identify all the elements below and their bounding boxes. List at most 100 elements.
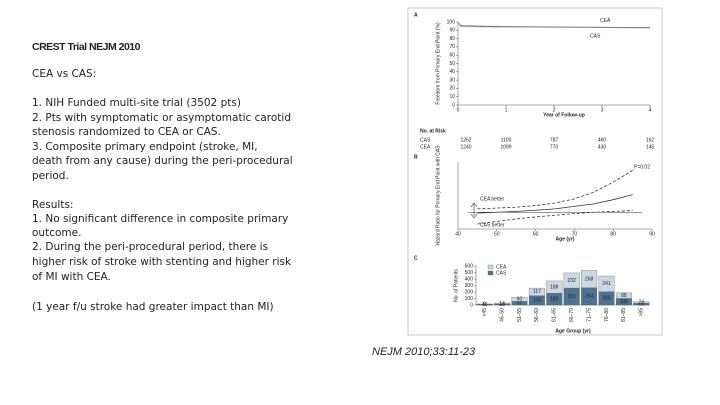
value-label: 28 [639,301,645,307]
y-tick-label: 60 [449,53,455,59]
value-label: 57 [517,300,523,306]
slide-line: period. [32,170,69,182]
bar-segment [528,287,545,296]
x-axis-label: Age Group (yr) [555,328,591,334]
series-label: CAS [590,33,601,39]
series-line [477,170,633,210]
x-tick-label: 71–75 [586,308,592,322]
x-tick-label: 51–55 [517,308,523,322]
y-tick-label: 100 [447,19,456,25]
risk-row-name: CAS [420,137,431,143]
y-tick-label: 0 [452,102,455,108]
y-tick-label: 90 [449,28,455,34]
x-tick-label: 56–60 [534,308,540,322]
y-tick-label: 10 [449,94,455,100]
y-tick-label: 0 [470,302,473,308]
slide-line: outcome. [32,227,81,239]
x-tick-label: 2 [553,107,556,113]
annotation: CAS better [480,222,505,228]
slide-line: Results: [32,199,73,211]
series-label: CEA [600,18,611,24]
x-tick-label: 40 [455,231,461,237]
series-line [477,210,633,225]
slide-line: 2. Pts with symptomatic or asymptomatic … [32,112,291,124]
annotation: P=0.02 [634,164,650,170]
risk-value: 460 [598,137,607,143]
annotation: CEA better [480,197,505,203]
x-tick-label: 4 [649,107,652,113]
value-label: 16 [499,302,505,308]
risk-title: No. at Risk [420,128,446,134]
slide-line: death from any cause) during the peri-pr… [32,155,293,167]
value-label: 117 [533,289,541,295]
panel-letter: A [414,12,418,18]
value-label: 10 [482,302,488,308]
risk-value: 1100 [501,137,512,143]
y-axis-label: Freedom from Primary End Point (%) [435,22,441,105]
x-tick-label: 76–80 [604,308,610,322]
figure-frame [407,7,663,336]
risk-value: 1262 [460,137,471,143]
slide-line: 3. Composite primary endpoint (stroke, M… [32,141,258,153]
risk-value: 770 [550,144,559,150]
value-label: 60 [517,297,523,303]
x-tick-label: 60 [533,231,539,237]
x-tick-label: 50 [494,231,500,237]
slide-line: 1. NIH Funded multi-site trial (3502 pts… [32,97,241,109]
slide-title: CREST Trial NEJM 2010 [32,41,141,53]
risk-value: 1240 [460,144,471,150]
x-tick-label: 1 [505,107,508,113]
y-tick-label: 600 [465,263,474,269]
x-axis-label: Age (yr) [556,236,575,242]
y-tick-label: 200 [465,289,474,295]
risk-row-name: CEA [420,144,431,150]
x-tick-label: 66–70 [569,308,575,322]
value-label: 264 [585,294,594,300]
series-line [457,21,651,29]
slide-line: of MI with CEA. [32,271,111,283]
x-tick-label: 3 [601,107,604,113]
slide-line: (1 year f/u stroke had greater impact th… [32,301,274,313]
value-label: 188 [550,284,559,290]
bar-segment [563,272,580,289]
bar-segment [494,302,511,305]
value-label: 88 [621,293,627,299]
risk-value: 145 [646,144,655,150]
value-label: 205 [602,296,611,302]
arrow [470,202,478,219]
x-tick-label: 61–65 [552,308,558,322]
y-tick-label: 20 [449,86,455,92]
risk-value: 430 [598,144,607,150]
citation: NEJM 2010;33:11-23 [372,346,476,358]
y-tick-label: 400 [465,276,474,282]
y-axis-label: No. of Patients [453,269,459,302]
series-line [477,194,633,214]
x-tick-label: 46–50 [499,308,505,322]
value-label: 241 [602,281,611,287]
bar-segment [581,270,598,288]
value-label: 261 [568,294,577,300]
value-label: 100 [620,299,629,305]
x-tick-label: 80 [610,231,616,237]
legend-swatch [487,270,494,276]
risk-value: 162 [646,137,655,143]
x-axis-label: Year of Follow-up [543,112,585,118]
y-tick-label: 80 [449,36,455,42]
slide-line: 1. No significant difference in composit… [32,213,288,225]
value-label: 268 [585,276,594,282]
value-label: 143 [533,298,542,304]
y-tick-label: 100 [465,296,474,302]
value-label: 6 [483,301,486,307]
risk-value: 787 [550,137,559,143]
x-tick-label: 0 [457,107,460,113]
y-tick-label: 300 [465,283,474,289]
x-tick-label: 81–85 [621,308,627,322]
panel-letter: C [414,255,418,261]
legend-label: CAS [496,270,507,276]
value-label: 14 [499,301,505,307]
risk-value: 1099 [500,144,511,150]
bar-segment [546,280,563,294]
